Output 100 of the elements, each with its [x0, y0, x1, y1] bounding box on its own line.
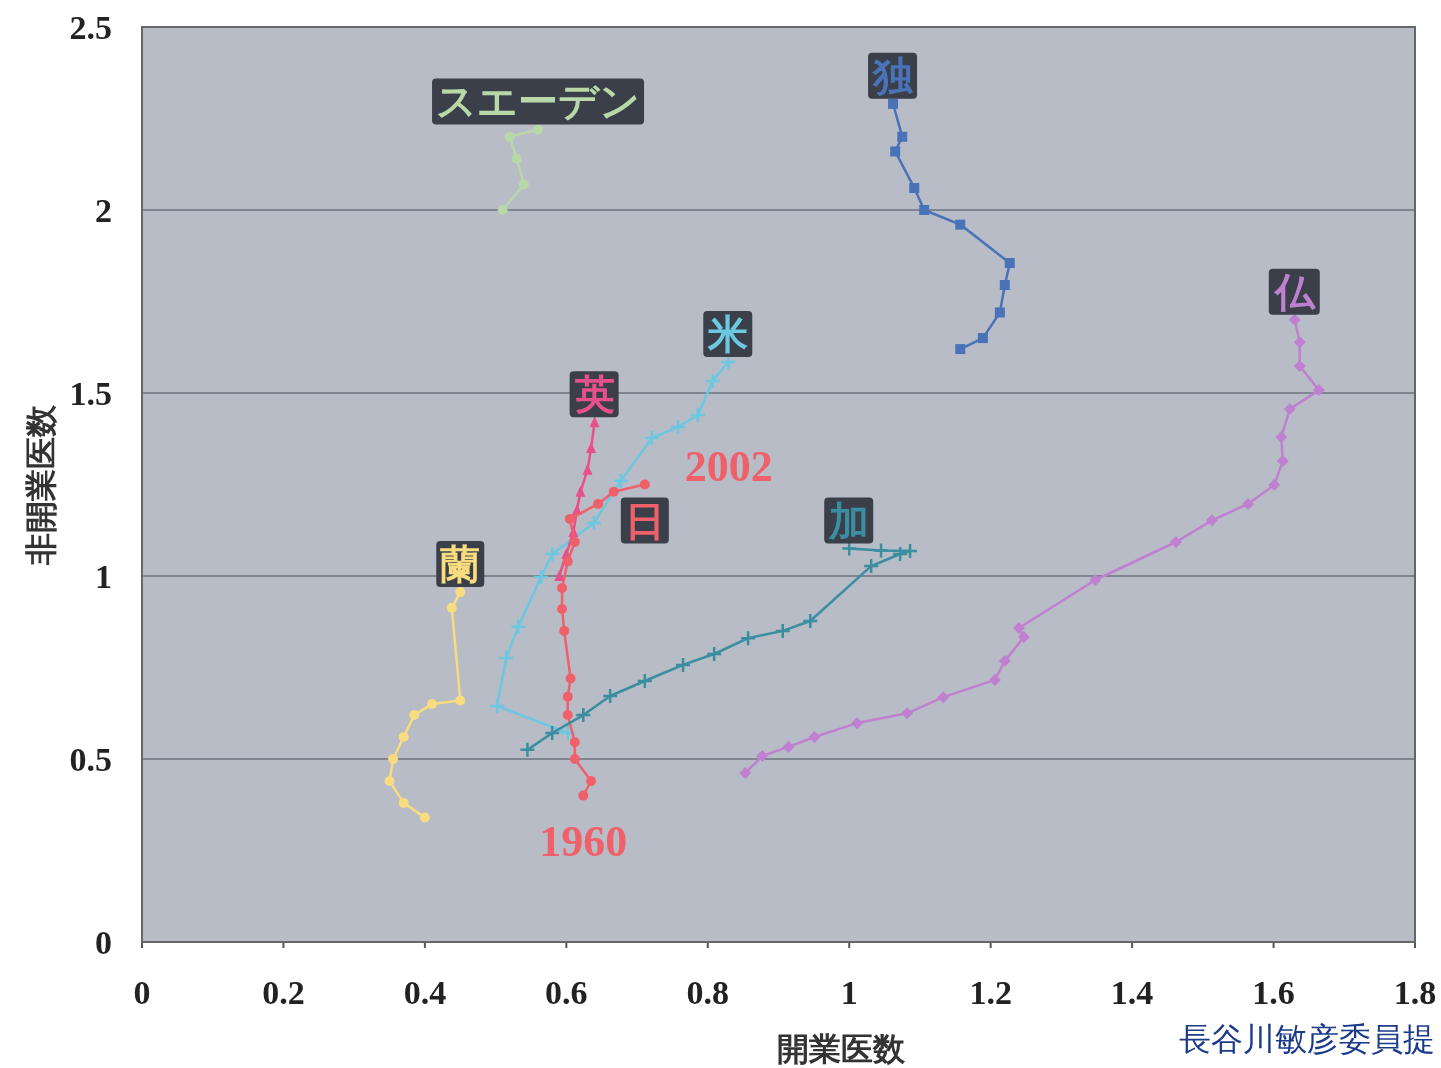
annotation: 2002: [684, 441, 773, 491]
point: [1268, 478, 1281, 491]
series-label: 独: [872, 52, 914, 99]
point: [582, 463, 593, 475]
point: [488, 697, 506, 715]
point: [557, 583, 568, 594]
point: [585, 514, 603, 532]
point: [739, 629, 757, 647]
point: [636, 672, 654, 690]
point: [955, 344, 966, 355]
point: [612, 472, 630, 490]
point: [919, 205, 930, 215]
point: [998, 654, 1011, 667]
point: [1089, 574, 1102, 587]
point: [608, 486, 619, 497]
point: [704, 372, 721, 390]
point: [705, 645, 723, 663]
point: [1169, 535, 1182, 548]
point: [1242, 497, 1255, 510]
point: [575, 706, 592, 724]
point: [601, 687, 619, 705]
point: [519, 741, 536, 759]
point: [557, 603, 568, 614]
point: [1017, 631, 1030, 644]
point: [888, 98, 899, 109]
point: [504, 131, 515, 142]
point: [533, 124, 544, 135]
point: [739, 766, 752, 779]
point: [569, 536, 580, 547]
point: [511, 153, 522, 164]
point: [1276, 455, 1289, 468]
x-tick-label: 1.2: [969, 974, 1012, 1011]
y-axis-title: 非開業医数: [22, 403, 60, 566]
point: [562, 691, 573, 702]
point: [937, 691, 950, 704]
point: [398, 797, 409, 808]
point: [575, 485, 586, 497]
series-label: 蘭: [440, 541, 481, 588]
point: [909, 183, 920, 194]
point: [1275, 430, 1288, 443]
point: [756, 750, 769, 763]
point: [419, 812, 430, 823]
point: [532, 568, 550, 586]
point: [639, 479, 650, 490]
point: [851, 717, 863, 730]
point: [782, 740, 795, 753]
point: [578, 790, 589, 801]
point: [565, 673, 576, 684]
point: [774, 622, 791, 640]
point: [586, 775, 597, 786]
text: 長谷川敏彦委員提: [1179, 1020, 1435, 1058]
y-tick-label: 1: [95, 558, 112, 595]
series-label: 英: [573, 371, 615, 418]
point: [1288, 313, 1301, 326]
point: [994, 307, 1005, 318]
y-tick-label: 1.5: [69, 375, 112, 412]
point: [977, 333, 988, 344]
series-label: 日: [624, 497, 665, 544]
point: [890, 146, 901, 157]
point: [1012, 621, 1025, 634]
point: [497, 649, 515, 667]
x-tick-label: 0.8: [686, 974, 730, 1011]
y-tick-label: 2.5: [69, 9, 112, 46]
point: [901, 542, 919, 560]
point: [398, 732, 409, 743]
point: [497, 205, 508, 215]
point: [862, 557, 880, 575]
point: [808, 731, 821, 744]
point: [562, 556, 573, 567]
series-label: スエーデン: [436, 78, 641, 125]
point: [643, 429, 661, 447]
point: [988, 673, 1001, 686]
point: [569, 754, 580, 764]
x-tick-label: 1.6: [1252, 974, 1295, 1011]
x-tick-label: 0.4: [403, 974, 447, 1011]
point: [586, 441, 597, 453]
point: [455, 695, 466, 706]
x-tick-label: 1.4: [1110, 974, 1154, 1011]
point: [1283, 403, 1296, 416]
point: [589, 416, 600, 428]
point: [509, 618, 527, 636]
point: [446, 602, 457, 613]
point: [999, 280, 1010, 291]
point: [901, 707, 914, 720]
x-tick-label: 0.6: [545, 974, 588, 1011]
point: [455, 587, 466, 598]
point: [1312, 384, 1325, 397]
x-tick-label: 1.8: [1393, 974, 1437, 1011]
point: [562, 710, 573, 721]
x-tick-label: 0: [133, 974, 151, 1011]
point: [543, 724, 561, 742]
point: [802, 612, 819, 630]
y-tick-label: 2: [95, 192, 112, 229]
annotation: 1960: [539, 816, 628, 866]
point: [897, 131, 908, 142]
point: [955, 219, 966, 230]
series-label: 米: [707, 310, 749, 357]
point: [674, 656, 692, 674]
point: [388, 754, 399, 764]
series-label: 加: [828, 497, 870, 544]
